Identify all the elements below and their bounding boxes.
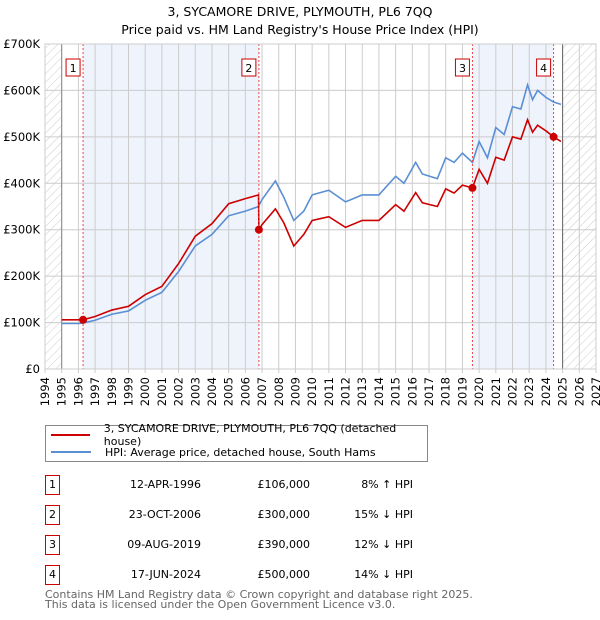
transaction-row: 1 12-APR-1996 £106,000 8% ↑ HPI [45, 475, 465, 497]
sale-label-box [241, 58, 257, 77]
x-tick-label: 2000 [138, 377, 152, 406]
y-tick-label: £0 [25, 362, 40, 376]
x-tick-label: 2012 [339, 377, 353, 406]
sale-label: 4 [540, 62, 547, 75]
plot-border [44, 43, 597, 370]
x-tick-label: 1997 [88, 377, 102, 406]
transaction-row: 3 09-AUG-2019 £390,000 12% ↓ HPI [45, 535, 465, 557]
x-tick-label: 2014 [372, 377, 386, 406]
x-tick-label: 2015 [389, 377, 403, 406]
sale-point [79, 315, 88, 324]
transaction-date: 17-JUN-2024 [130, 568, 201, 581]
x-tick-label: 2007 [255, 377, 269, 406]
y-tick-label: £100K [3, 316, 40, 330]
x-tick-label: 1996 [71, 377, 85, 406]
y-tick-label: £700K [3, 37, 40, 51]
property-price-line [61, 117, 562, 321]
legend-item-property: 3, SYCAMORE DRIVE, PLYMOUTH, PL6 7QQ (de… [46, 422, 427, 448]
x-tick-label: 1999 [121, 377, 135, 406]
x-tick-label: 2026 [572, 377, 586, 406]
transaction-row: 4 17-JUN-2024 £500,000 14% ↓ HPI [45, 565, 465, 587]
legend-item-hpi: HPI: Average price, detached house, Sout… [46, 444, 376, 460]
transaction-date: 12-APR-1996 [129, 478, 201, 491]
hpi-line [61, 82, 562, 325]
y-tick-label: £200K [3, 269, 40, 283]
transaction-price: £300,000 [257, 508, 311, 521]
transaction-date: 09-AUG-2019 [127, 538, 201, 551]
legend: 3, SYCAMORE DRIVE, PLYMOUTH, PL6 7QQ (de… [45, 422, 428, 462]
transaction-date: 23-OCT-2006 [128, 508, 201, 521]
x-tick-label: 2023 [522, 377, 536, 406]
x-tick-label: 2001 [155, 377, 169, 406]
x-tick-label: 2025 [556, 377, 570, 406]
x-tick-label: 1998 [105, 377, 119, 406]
transaction-row: 2 23-OCT-2006 £300,000 15% ↓ HPI [45, 505, 465, 527]
x-tick-label: 1994 [38, 377, 52, 406]
transaction-marker: 3 [45, 535, 60, 555]
x-tick-label: 2021 [489, 377, 503, 406]
y-tick-label: £300K [3, 223, 40, 237]
price-chart: 1994 1995 1996 1997 1998 1999 2000 2001 2002 2003… [3, 37, 600, 406]
transaction-price: £106,000 [257, 478, 311, 491]
transaction-hpi-diff: 12% ↓ HPI [354, 538, 413, 551]
y-tick-label: £400K [3, 176, 40, 190]
transaction-hpi-diff: 15% ↓ HPI [354, 508, 413, 521]
legend-label-hpi: HPI: Average price, detached house, Sout… [105, 445, 376, 459]
x-tick-label: 2011 [322, 377, 336, 406]
transaction-hpi-diff: 14% ↓ HPI [354, 568, 413, 581]
sale-point [468, 183, 477, 192]
x-tick-label: 2013 [355, 377, 369, 406]
x-tick-label: 2004 [205, 377, 219, 406]
footer: Contains HM Land Registry data © Crown c… [45, 588, 473, 611]
x-tick-label: 2019 [455, 377, 469, 406]
legend-swatch-property [51, 434, 90, 436]
x-tick-label: 2008 [272, 377, 286, 406]
sale-label-box [536, 58, 552, 77]
x-tick-label: 2010 [305, 377, 319, 406]
legend-label-property: 3, SYCAMORE DRIVE, PLYMOUTH, PL6 7QQ (de… [103, 422, 397, 448]
shaded-period [83, 44, 259, 369]
x-tick-label: 2005 [222, 377, 236, 406]
transaction-price: £390,000 [257, 538, 311, 551]
chart-subtitle: Price paid vs. HM Land Registry's House … [121, 22, 479, 37]
y-tick-label: £600K [3, 83, 40, 97]
x-tick-label: 2018 [439, 377, 453, 406]
footer-copyright: Contains HM Land Registry data © Crown c… [45, 588, 473, 601]
sale-label: 2 [245, 62, 252, 75]
sale-label: 1 [70, 62, 77, 75]
x-tick-label: 2024 [539, 377, 553, 406]
transaction-hpi-diff: 8% ↑ HPI [361, 478, 413, 491]
x-tick-label: 2002 [172, 377, 186, 406]
hatched-region [45, 44, 62, 369]
sale-point [254, 225, 263, 234]
sale-label-box [65, 58, 81, 77]
x-tick-label: 2027 [589, 377, 600, 406]
transaction-marker: 2 [45, 505, 60, 525]
sale-label-box [454, 58, 470, 77]
x-tick-label: 2017 [422, 377, 436, 406]
x-tick-label: 2006 [238, 377, 252, 406]
sale-label: 3 [459, 62, 466, 75]
transaction-price: £500,000 [257, 568, 311, 581]
footer-licence: This data is licensed under the Open Gov… [45, 598, 396, 611]
sale-point [549, 132, 558, 141]
legend-swatch-hpi [51, 451, 91, 453]
x-tick-label: 2016 [405, 377, 419, 406]
x-tick-label: 2003 [188, 377, 202, 406]
transaction-marker: 4 [45, 565, 60, 585]
x-tick-label: 1995 [55, 377, 69, 406]
transaction-marker: 1 [45, 475, 60, 495]
x-tick-label: 2009 [288, 377, 302, 406]
y-tick-label: £500K [3, 130, 40, 144]
x-tick-label: 2022 [506, 377, 520, 406]
shaded-period [472, 44, 554, 369]
chart-title: 3, SYCAMORE DRIVE, PLYMOUTH, PL6 7QQ [167, 4, 433, 19]
x-tick-label: 2020 [472, 377, 486, 406]
